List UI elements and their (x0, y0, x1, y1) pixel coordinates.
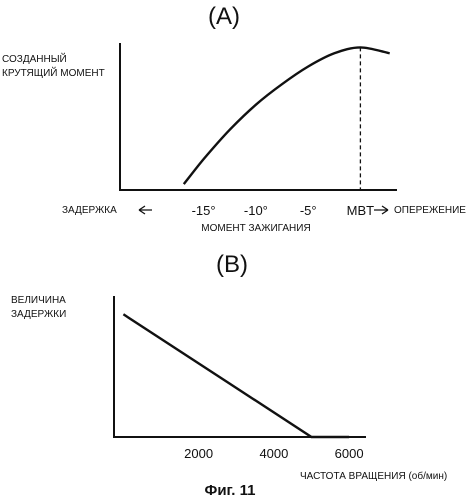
panel-b-tick-label-1: 4000 (259, 446, 288, 461)
panel-a-ylabel-line-2: КРУТЯЩИЙ МОМЕНТ (2, 66, 105, 79)
figure-caption: Фиг. 11 (205, 482, 256, 499)
panel-a-left-arrow (139, 206, 152, 214)
panel-a-tick-label-2: -5° (300, 203, 317, 218)
panel-b-tick-label-2: 6000 (335, 446, 364, 461)
panel-a-torque-curve (184, 47, 390, 184)
panel-a-tick-label-3: MBT (347, 203, 375, 218)
panel-b-label: (B) (216, 251, 248, 278)
panel-b: (B) ВЕЛИЧИНА ЗАДЕРЖКИ 2000 4000 6000 ЧАСТО… (11, 251, 447, 482)
panel-b-retard-line (123, 314, 349, 437)
panel-a-label: (A) (208, 3, 240, 30)
panel-a-left-annotation: ЗАДЕРЖКА (62, 205, 117, 216)
panel-b-axes (114, 296, 366, 437)
panel-b-tick-label-0: 2000 (184, 446, 213, 461)
panel-a: (A) СОЗДАННЫЙ КРУТЯЩИЙ МОМЕНТ -15° -10° -5… (2, 3, 466, 234)
panel-a-right-annotation: ОПЕРЕЖЕНИЕ (394, 205, 466, 216)
panel-a-ylabel-line-1: СОЗДАННЫЙ (2, 52, 67, 65)
panel-a-right-arrow (374, 206, 388, 214)
panel-a-axes (120, 43, 397, 190)
panel-a-tick-label-1: -10° (244, 203, 268, 218)
panel-b-ylabel-line-1: ВЕЛИЧИНА (11, 295, 66, 306)
panel-b-tick-labels: 2000 4000 6000 (184, 446, 363, 461)
panel-a-xlabel: МОМЕНТ ЗАЖИГАНИЯ (201, 223, 310, 234)
panel-a-tick-labels: -15° -10° -5° MBT (192, 203, 375, 218)
panel-a-tick-label-0: -15° (192, 203, 216, 218)
panel-b-ylabel-line-2: ЗАДЕРЖКИ (11, 309, 66, 320)
panel-b-xlabel: ЧАСТОТА ВРАЩЕНИЯ (об/мин) (300, 470, 447, 482)
